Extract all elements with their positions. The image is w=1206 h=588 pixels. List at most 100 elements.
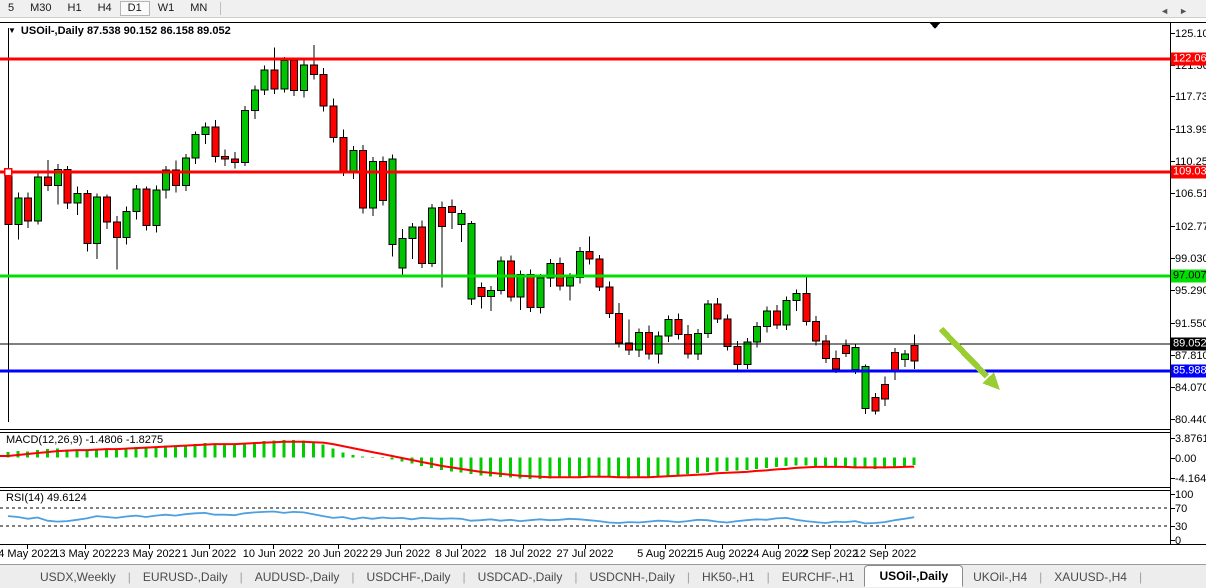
tab-usdcnh-daily[interactable]: USDCNH-,Daily <box>589 569 675 584</box>
price-axis-label: 0 <box>1175 534 1182 547</box>
toolbar-separator <box>220 2 222 15</box>
price-axis-label: 80.440 <box>1175 413 1206 426</box>
price-axis-label: 91.550 <box>1175 317 1206 330</box>
tab-usdcad-daily[interactable]: USDCAD-,Daily <box>477 569 563 584</box>
price-axis-label: 3.8761 <box>1175 432 1206 445</box>
tab-hk50-h1[interactable]: HK50-,H1 <box>701 569 755 584</box>
tab-separator: | <box>462 569 466 584</box>
date-label: 27 Jul 2022 <box>556 548 614 560</box>
date-tick <box>830 545 831 549</box>
tab-separator: | <box>686 569 690 584</box>
macd-rsi-separator[interactable] <box>0 487 1170 488</box>
date-label: 8 Jul 2022 <box>435 548 487 560</box>
price-axis-label: 100 <box>1175 488 1194 501</box>
date-label: 15 Aug 2022 <box>691 548 753 560</box>
timeframe-button-h1[interactable]: H1 <box>67 2 82 14</box>
tab-separator: | <box>766 569 770 584</box>
tab-separator: | <box>351 569 355 584</box>
date-label: 2 Sep 2022 <box>801 548 859 560</box>
timeframe-button-w1[interactable]: W1 <box>157 2 175 14</box>
price-axis-label: 125.100 <box>1175 27 1206 40</box>
macd-indicator-label: MACD(12,26,9) -1.4806 -1.8275 <box>6 434 164 446</box>
trend-arrow-head[interactable] <box>982 372 1000 390</box>
chart-title: ▼ USOil-,Daily 87.538 90.152 86.158 89.05… <box>8 25 231 37</box>
chart-top-border <box>0 22 1206 23</box>
tab-scroll-right-icon[interactable]: ► <box>1179 6 1198 16</box>
price-axis-tick <box>1170 540 1175 541</box>
date-tick <box>85 545 86 549</box>
price-axis-label: 106.510 <box>1175 187 1206 200</box>
date-label: 1 Jun 2022 <box>181 548 237 560</box>
price-axis-tick <box>1170 226 1175 227</box>
date-tick <box>665 545 666 549</box>
main-price-chart[interactable] <box>0 22 1170 429</box>
rsi-line <box>7 510 915 525</box>
timeframe-button-5[interactable]: 5 <box>8 2 15 14</box>
rsi-panel[interactable] <box>0 490 1170 544</box>
price-axis-tick <box>1170 494 1175 495</box>
hline-handle[interactable] <box>3 167 13 177</box>
date-tick <box>778 545 779 549</box>
macd-signal-line <box>0 440 915 479</box>
date-label: 5 Aug 2022 <box>637 548 693 560</box>
price-axis-tick <box>1170 193 1175 194</box>
date-label: 24 Aug 2022 <box>747 548 809 560</box>
price-axis-label: 102.770 <box>1175 220 1206 233</box>
price-axis-label: 84.070 <box>1175 381 1206 394</box>
price-axis-tick <box>1170 161 1175 162</box>
macd-panel[interactable] <box>0 432 1170 487</box>
date-label: 20 Jun 2022 <box>307 548 369 560</box>
trend-arrow-shaft[interactable] <box>938 326 989 379</box>
price-badge-89.052: 89.052 <box>1171 337 1206 351</box>
price-axis-tick <box>1170 355 1175 356</box>
main-macd-separator[interactable] <box>0 429 1170 430</box>
date-label: 23 May 2022 <box>117 548 181 560</box>
tab-usdchf-daily[interactable]: USDCHF-,Daily <box>366 569 451 584</box>
price-axis-label: 110.250 <box>1175 155 1206 168</box>
scroll-end-marker-icon[interactable] <box>930 23 940 29</box>
date-label: 29 Jun 2022 <box>369 548 431 560</box>
symbol-tab-bar: USDX,Weekly | EURUSD-,Daily | AUDUSD-,Daily |… <box>0 564 1206 588</box>
tab-usdx-weekly[interactable]: USDX,Weekly <box>40 569 116 584</box>
tab-ukoil-h4[interactable]: UKOil-,H4 <box>973 569 1028 584</box>
date-tick <box>585 545 586 549</box>
price-axis-label: 0.00 <box>1175 452 1197 465</box>
price-axis-tick <box>1170 508 1175 509</box>
timeframe-button-d1[interactable]: D1 <box>119 1 150 16</box>
price-axis-tick <box>1170 387 1175 388</box>
price-axis-tick <box>1170 129 1175 130</box>
price-axis-label: 99.030 <box>1175 252 1206 265</box>
price-badge-97.007: 97.007 <box>1171 269 1206 283</box>
price-axis-border <box>1170 22 1171 544</box>
date-label: 13 May 2022 <box>53 548 117 560</box>
price-axis-label: 30 <box>1175 520 1188 533</box>
tab-eurchf-h1[interactable]: EURCHF-,H1 <box>781 569 855 584</box>
chart-title-text: USOil-,Daily 87.538 90.152 86.158 89.052 <box>20 25 231 37</box>
tab-xauusd-h4[interactable]: XAUUSD-,H4 <box>1054 569 1127 584</box>
tab-separator: | <box>239 569 243 584</box>
price-axis-tick <box>1170 419 1175 420</box>
tab-scroll-left-icon[interactable]: ◄ <box>1160 6 1180 16</box>
timeframe-button-h4[interactable]: H4 <box>97 2 112 14</box>
tab-separator: | <box>1039 569 1043 584</box>
tab-usoil-daily[interactable]: USOil-,Daily <box>864 564 964 587</box>
date-tick <box>338 545 339 549</box>
price-axis-tick <box>1170 458 1175 459</box>
tab-eurusd-daily[interactable]: EURUSD-,Daily <box>142 569 228 584</box>
date-tick <box>400 545 401 549</box>
date-label: 12 Sep 2022 <box>853 548 917 560</box>
price-badge-109.038: 109.038 <box>1171 165 1206 179</box>
timeframe-button-mn[interactable]: MN <box>190 2 208 14</box>
chart-dropdown-icon[interactable]: ▼ <box>8 26 16 35</box>
price-axis-label: 117.730 <box>1175 90 1206 103</box>
tab-audusd-daily[interactable]: AUDUSD-,Daily <box>254 569 340 584</box>
date-tick <box>461 545 462 549</box>
timeframe-button-m30[interactable]: M30 <box>30 2 52 14</box>
timeframe-toolbar: 5 M30 H1 H4 D1 W1 MN <box>0 0 1206 18</box>
price-axis-tick <box>1170 478 1175 479</box>
date-label: 4 May 2022 <box>0 548 56 560</box>
price-axis-label: 87.810 <box>1175 349 1206 362</box>
date-tick <box>27 545 28 549</box>
price-axis-tick <box>1170 323 1175 324</box>
